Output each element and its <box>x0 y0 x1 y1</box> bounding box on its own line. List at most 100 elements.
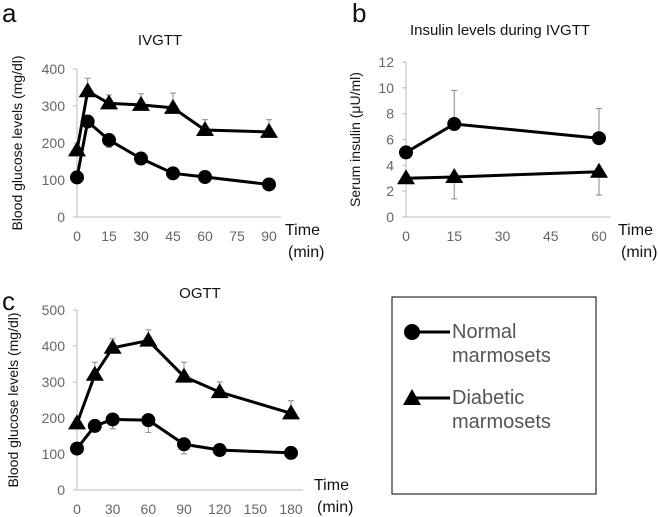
x-tick-label: 30 <box>495 228 511 244</box>
data-point-circle <box>141 413 156 428</box>
data-point-triangle <box>282 404 300 420</box>
y-tick-label: 8 <box>386 106 394 122</box>
data-point-triangle <box>397 169 415 185</box>
x-tick-label: 15 <box>101 228 117 244</box>
data-point-circle <box>166 166 180 181</box>
x-tick-label: 30 <box>133 228 149 244</box>
series-normal <box>70 114 276 192</box>
x-tick-label: 45 <box>165 228 181 244</box>
x-tick-label: 90 <box>176 501 192 517</box>
data-point-triangle <box>68 414 86 430</box>
x-axis-label-time: Time <box>618 222 653 239</box>
data-point-triangle <box>590 162 608 178</box>
data-point-triangle <box>175 367 193 383</box>
series-line <box>405 122 600 154</box>
data-point-circle <box>70 170 84 185</box>
y-axis-label: Blood glucose levels (mg/dl) <box>9 55 25 230</box>
legend-label-diabetic-2: marmosets <box>452 411 551 433</box>
data-point-circle <box>262 177 276 192</box>
x-tick-label: 75 <box>229 228 245 244</box>
panel-a: 0 100 200 300 400 0 15 30 45 60 75 90 IVGTT Blood glu… <box>9 32 324 261</box>
panel-b: 0 2 4 6 8 10 12 0 15 30 45 60 Insulin levels during … <box>347 22 657 261</box>
legend-label-diabetic-1: Diabetic <box>452 387 524 409</box>
y-tick-label: 0 <box>386 209 394 225</box>
data-point-triangle <box>100 94 118 110</box>
y-tick-label: 12 <box>378 54 394 70</box>
data-point-triangle <box>210 383 229 399</box>
y-tick-label: 300 <box>42 98 66 114</box>
series-line <box>405 170 600 180</box>
data-point-triangle <box>196 121 214 137</box>
series-diabetic <box>68 329 300 430</box>
data-point-circle <box>198 170 212 185</box>
y-tick-label: 0 <box>57 482 65 498</box>
y-tick-label: 400 <box>42 338 66 354</box>
data-point-circle <box>134 151 148 166</box>
y-tick-label: 200 <box>42 410 66 426</box>
chart-title: OGTT <box>179 285 221 302</box>
panel-letter-c: c <box>2 286 15 316</box>
y-tick-label: 6 <box>386 132 394 148</box>
x-tick-label: 90 <box>261 228 277 244</box>
y-axis-label: Blood glucose levels (mg/dl) <box>5 312 21 487</box>
data-point-triangle <box>103 338 122 354</box>
panel-letter-a: a <box>2 0 17 28</box>
x-tick-label: 120 <box>208 501 232 517</box>
data-point-circle <box>447 117 462 131</box>
x-tick-label: 45 <box>543 228 559 244</box>
data-point-circle <box>284 445 298 460</box>
x-tick-label: 15 <box>446 228 462 244</box>
data-point-triangle <box>132 95 150 111</box>
legend-circle-icon <box>404 324 420 340</box>
data-point-triangle <box>260 122 278 138</box>
y-tick-label: 300 <box>42 374 66 390</box>
series-diabetic <box>68 77 278 157</box>
y-tick-label: 400 <box>42 61 66 77</box>
y-axis-label: Serum insulin (μU/ml) <box>347 72 363 207</box>
x-tick-label: 180 <box>279 501 303 517</box>
x-tick-label: 150 <box>244 501 268 517</box>
chart-title: IVGTT <box>138 32 182 49</box>
panel-c: 0 100 200 300 400 500 0 30 60 90 120 150 180 OGTT Bloo… <box>5 285 353 517</box>
x-axis-label-unit: (min) <box>621 244 657 261</box>
x-tick-label: 60 <box>141 501 157 517</box>
y-tick-label: 500 <box>42 302 66 318</box>
x-tick-label: 0 <box>402 228 410 244</box>
data-point-triangle <box>68 141 86 157</box>
y-tick-label: 100 <box>42 172 66 188</box>
y-tick-label: 4 <box>386 157 394 173</box>
x-axis-label-time: Time <box>314 477 349 494</box>
x-axis-label-unit: (min) <box>288 244 324 261</box>
data-point-circle <box>592 131 606 146</box>
series-normal <box>70 412 298 460</box>
series-diabetic <box>397 162 608 200</box>
y-tick-label: 0 <box>57 209 65 225</box>
data-point-circle <box>177 437 191 452</box>
x-tick-label: 60 <box>197 228 213 244</box>
data-point-triangle <box>164 98 182 114</box>
x-tick-label: 0 <box>73 228 81 244</box>
x-tick-label: 60 <box>591 228 607 244</box>
data-point-triangle <box>139 331 158 347</box>
y-tick-label: 200 <box>42 135 66 151</box>
legend-triangle-icon <box>403 389 421 405</box>
legend: Normal marmosets Diabetic marmosets <box>391 296 597 495</box>
data-point-circle <box>212 443 227 458</box>
data-point-circle <box>399 145 413 160</box>
data-point-triangle <box>85 365 104 381</box>
x-tick-label: 30 <box>105 501 121 517</box>
data-point-circle <box>70 441 84 456</box>
data-point-triangle <box>78 82 97 98</box>
y-tick-label: 100 <box>42 446 66 462</box>
legend-label-normal-2: marmosets <box>452 345 551 367</box>
data-point-circle <box>102 133 116 148</box>
data-point-circle <box>105 412 120 427</box>
x-axis-label-time: Time <box>285 222 320 239</box>
data-point-circle <box>87 418 102 433</box>
x-axis-label-unit: (min) <box>317 499 353 516</box>
series-normal <box>399 89 606 160</box>
data-point-triangle <box>445 167 464 183</box>
chart-title: Insulin levels during IVGTT <box>410 22 590 39</box>
legend-label-normal-1: Normal <box>452 321 516 343</box>
